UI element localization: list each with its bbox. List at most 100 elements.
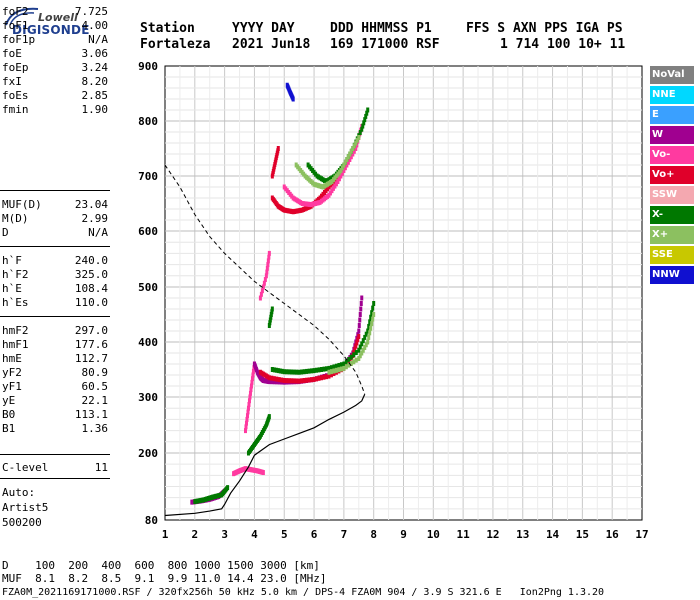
- muf-distance-row: D 100 200 400 600 800 1000 1500 3000 [km…: [2, 559, 320, 572]
- trace-point: [261, 470, 265, 476]
- param-value: 2.99: [81, 212, 109, 225]
- param-separator: [0, 246, 110, 247]
- trace-point: [317, 375, 321, 381]
- logo-digisonde-text: DIGISONDE: [12, 23, 90, 37]
- trace-point: [357, 334, 361, 339]
- trace-point: [332, 364, 336, 370]
- trace-point: [358, 312, 362, 317]
- header-date-value: 2021 Jun18: [232, 37, 311, 52]
- trace-point: [291, 96, 295, 102]
- file-info-footer: FZA0M_2021169171000.RSF / 320fx256h 50 k…: [2, 587, 605, 598]
- trace-point: [270, 306, 274, 312]
- param-row-ye: yE 22.1: [2, 394, 108, 408]
- header-time-value: 169 171000 RSF: [330, 37, 440, 52]
- ionogram-chart: 1 2 3 4 5 6 7 8 9 10 11 12 13 14 15 16 17802003004005006…: [138, 60, 649, 541]
- param-label: B1: [2, 422, 16, 435]
- trace-point: [268, 317, 272, 323]
- header-station-value: Fortaleza: [140, 37, 211, 52]
- trace-point: [324, 366, 328, 372]
- true-height-profile-line: [164, 394, 366, 517]
- trace-point: [360, 350, 364, 356]
- trace-point: [346, 159, 350, 165]
- chart-profiles: [164, 164, 366, 517]
- trace-point: [361, 347, 365, 353]
- trace-point: [282, 378, 286, 383]
- param-row-hme: hmE 112.7: [2, 352, 108, 366]
- header-station-label: Station: [140, 21, 195, 36]
- trace-point: [357, 328, 361, 334]
- trace-point: [250, 376, 254, 382]
- trace-point: [349, 148, 353, 154]
- trace-point: [245, 416, 249, 422]
- trace-point: [363, 334, 367, 340]
- trace-point: [267, 379, 271, 385]
- trace-point: [357, 323, 361, 328]
- y-tick-label: 80: [145, 514, 158, 527]
- trace-point: [372, 301, 376, 306]
- param-value: 4.00: [81, 19, 109, 32]
- trace-point: [369, 314, 373, 320]
- trace-point: [343, 165, 347, 171]
- trace-point: [342, 361, 346, 367]
- param-row-foes: foEs 2.85: [2, 89, 108, 103]
- trace-x-: [294, 135, 361, 190]
- trace-point: [320, 375, 324, 381]
- param-label: foF2: [2, 5, 29, 18]
- param-label: D: [2, 226, 9, 239]
- trace-point: [349, 360, 353, 366]
- legend-label: W: [652, 129, 664, 140]
- y-tick-label: 400: [138, 336, 158, 349]
- trace-point: [367, 323, 371, 329]
- trace-point: [348, 157, 352, 162]
- param-row-hmf1: hmF1 177.6: [2, 338, 108, 352]
- trace-point: [347, 362, 351, 368]
- trace-point: [290, 378, 294, 384]
- trace-x-: [246, 414, 271, 456]
- trace-point: [359, 301, 363, 306]
- trace-point: [287, 369, 291, 375]
- trace-point: [360, 295, 364, 301]
- trace-point: [356, 337, 360, 343]
- param-label: fmin: [2, 103, 29, 116]
- param-row-fmin: fmin 1.90: [2, 103, 108, 117]
- param-row-fof1p: foF1p N/A: [2, 33, 108, 47]
- trace-point: [369, 325, 373, 331]
- trace-point: [247, 398, 251, 404]
- x-tick-label: 11: [457, 528, 471, 541]
- trace-point: [368, 330, 372, 336]
- param-row-b1: B1 1.36: [2, 422, 108, 436]
- param-label: yF1: [2, 380, 22, 393]
- trace-point: [364, 331, 368, 337]
- trace-point: [354, 146, 358, 151]
- legend-label: NoVal: [652, 69, 685, 80]
- legend-item-w: W: [650, 126, 694, 144]
- trace-point: [244, 424, 248, 430]
- trace-point: [265, 269, 269, 275]
- trace-point: [339, 168, 343, 173]
- param-value: 23.04: [74, 198, 108, 211]
- trace-point: [347, 356, 351, 362]
- trace-point: [297, 369, 301, 375]
- param-row-fxi: fxI 8.20: [2, 75, 108, 89]
- trace-point: [360, 341, 364, 347]
- trace-point: [352, 148, 356, 154]
- header-settings-label: FFS S AXN PPS IGA PS: [466, 21, 623, 36]
- param-value: 110.0: [74, 296, 108, 309]
- x-tick-label: 4: [251, 528, 258, 541]
- y-tick-label: 900: [138, 60, 158, 73]
- param-row-fof1: foF1 4.00: [2, 19, 108, 33]
- trace-point: [270, 379, 274, 385]
- trace-point: [266, 258, 270, 264]
- trace-point: [361, 123, 365, 129]
- trace-point: [345, 162, 349, 168]
- param-value: 1.36: [81, 422, 109, 435]
- param-value: 1.90: [81, 103, 109, 116]
- trace-point: [354, 357, 358, 363]
- trace-point: [246, 405, 250, 411]
- trace-point: [344, 359, 348, 365]
- trace-point: [251, 368, 255, 374]
- trace-point: [352, 359, 356, 365]
- trace-point: [285, 369, 289, 375]
- trace-point: [344, 364, 348, 370]
- trace-point: [342, 365, 346, 371]
